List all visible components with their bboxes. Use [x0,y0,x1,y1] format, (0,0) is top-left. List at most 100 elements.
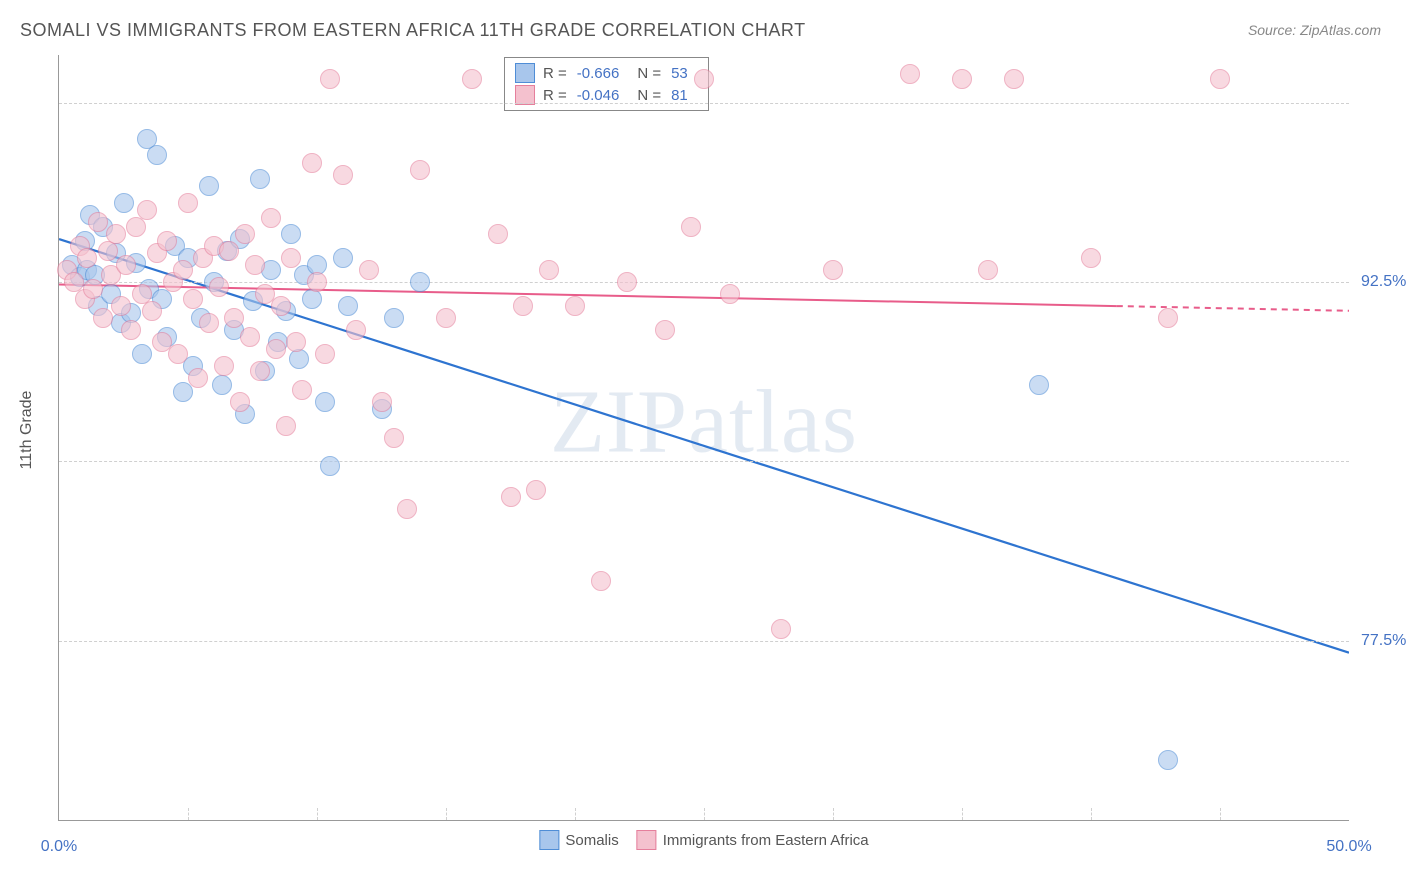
scatter-point [93,308,113,328]
scatter-point [513,296,533,316]
legend-swatch [539,830,559,850]
scatter-point [315,392,335,412]
scatter-point [199,313,219,333]
legend-r-value: -0.666 [577,65,620,82]
scatter-point [111,296,131,316]
scatter-point [83,279,103,299]
scatter-point [900,64,920,84]
scatter-point [147,145,167,165]
scatter-point [219,241,239,261]
legend-n-value: 81 [671,87,688,104]
scatter-point [307,272,327,292]
scatter-point [188,368,208,388]
scatter-point [655,320,675,340]
scatter-point [230,392,250,412]
scatter-point [77,248,97,268]
scatter-point [436,308,456,328]
scatter-point [720,284,740,304]
scatter-point [88,212,108,232]
scatter-point [157,231,177,251]
scatter-point [199,176,219,196]
scatter-point [1029,375,1049,395]
scatter-point [168,344,188,364]
y-axis-title: 11th Grade [18,391,36,470]
scatter-point [286,332,306,352]
scatter-point [224,308,244,328]
gridline-vertical [833,808,834,820]
scatter-point [320,456,340,476]
gridline-vertical [1091,808,1092,820]
scatter-point [410,160,430,180]
scatter-point [565,296,585,316]
scatter-point [173,260,193,280]
gridline-vertical [317,808,318,820]
scatter-point [1004,69,1024,89]
legend-label: Somalis [565,832,618,849]
scatter-point [116,255,136,275]
scatter-point [372,392,392,412]
scatter-point [266,339,286,359]
scatter-point [292,380,312,400]
watermark: ZIPatlas [550,371,858,474]
plot-area: ZIPatlas R =-0.666N =53R =-0.046N =81 So… [58,55,1349,821]
scatter-point [114,193,134,213]
scatter-point [681,217,701,237]
y-tick-label: 92.5% [1361,273,1406,291]
scatter-point [384,428,404,448]
gridline-vertical [575,808,576,820]
scatter-point [289,349,309,369]
scatter-point [359,260,379,280]
series-legend: Somalis Immigrants from Eastern Africa [539,830,868,850]
x-tick-label: 50.0% [1326,838,1371,856]
scatter-point [250,361,270,381]
gridline-vertical [962,808,963,820]
scatter-point [214,356,234,376]
scatter-point [952,69,972,89]
scatter-point [320,69,340,89]
scatter-point [694,69,714,89]
scatter-point [106,224,126,244]
scatter-point [276,416,296,436]
scatter-point [261,208,281,228]
scatter-point [302,153,322,173]
scatter-point [591,571,611,591]
gridline-horizontal [59,641,1349,642]
scatter-point [235,224,255,244]
scatter-point [178,193,198,213]
legend-n-label: N = [637,87,661,104]
legend-swatch [637,830,657,850]
scatter-point [1081,248,1101,268]
scatter-point [410,272,430,292]
gridline-vertical [188,808,189,820]
gridline-horizontal [59,103,1349,104]
gridline-vertical [1220,808,1221,820]
scatter-point [397,499,417,519]
scatter-point [1158,308,1178,328]
scatter-point [245,255,265,275]
gridline-horizontal [59,461,1349,462]
scatter-point [1210,69,1230,89]
gridline-vertical [446,808,447,820]
scatter-point [132,344,152,364]
scatter-point [137,200,157,220]
scatter-point [240,327,260,347]
legend-r-label: R = [543,65,567,82]
legend-item: Somalis [539,830,618,850]
gridline-horizontal [59,282,1349,283]
legend-swatch [515,63,535,83]
scatter-point [617,272,637,292]
scatter-point [526,480,546,500]
legend-n-label: N = [637,65,661,82]
scatter-point [281,224,301,244]
legend-r-label: R = [543,87,567,104]
scatter-point [271,296,291,316]
scatter-point [126,217,146,237]
scatter-point [1158,750,1178,770]
scatter-point [142,301,162,321]
source-attribution: Source: ZipAtlas.com [1248,22,1381,38]
legend-item: Immigrants from Eastern Africa [637,830,869,850]
scatter-point [333,248,353,268]
scatter-point [281,248,301,268]
scatter-point [315,344,335,364]
scatter-point [338,296,358,316]
